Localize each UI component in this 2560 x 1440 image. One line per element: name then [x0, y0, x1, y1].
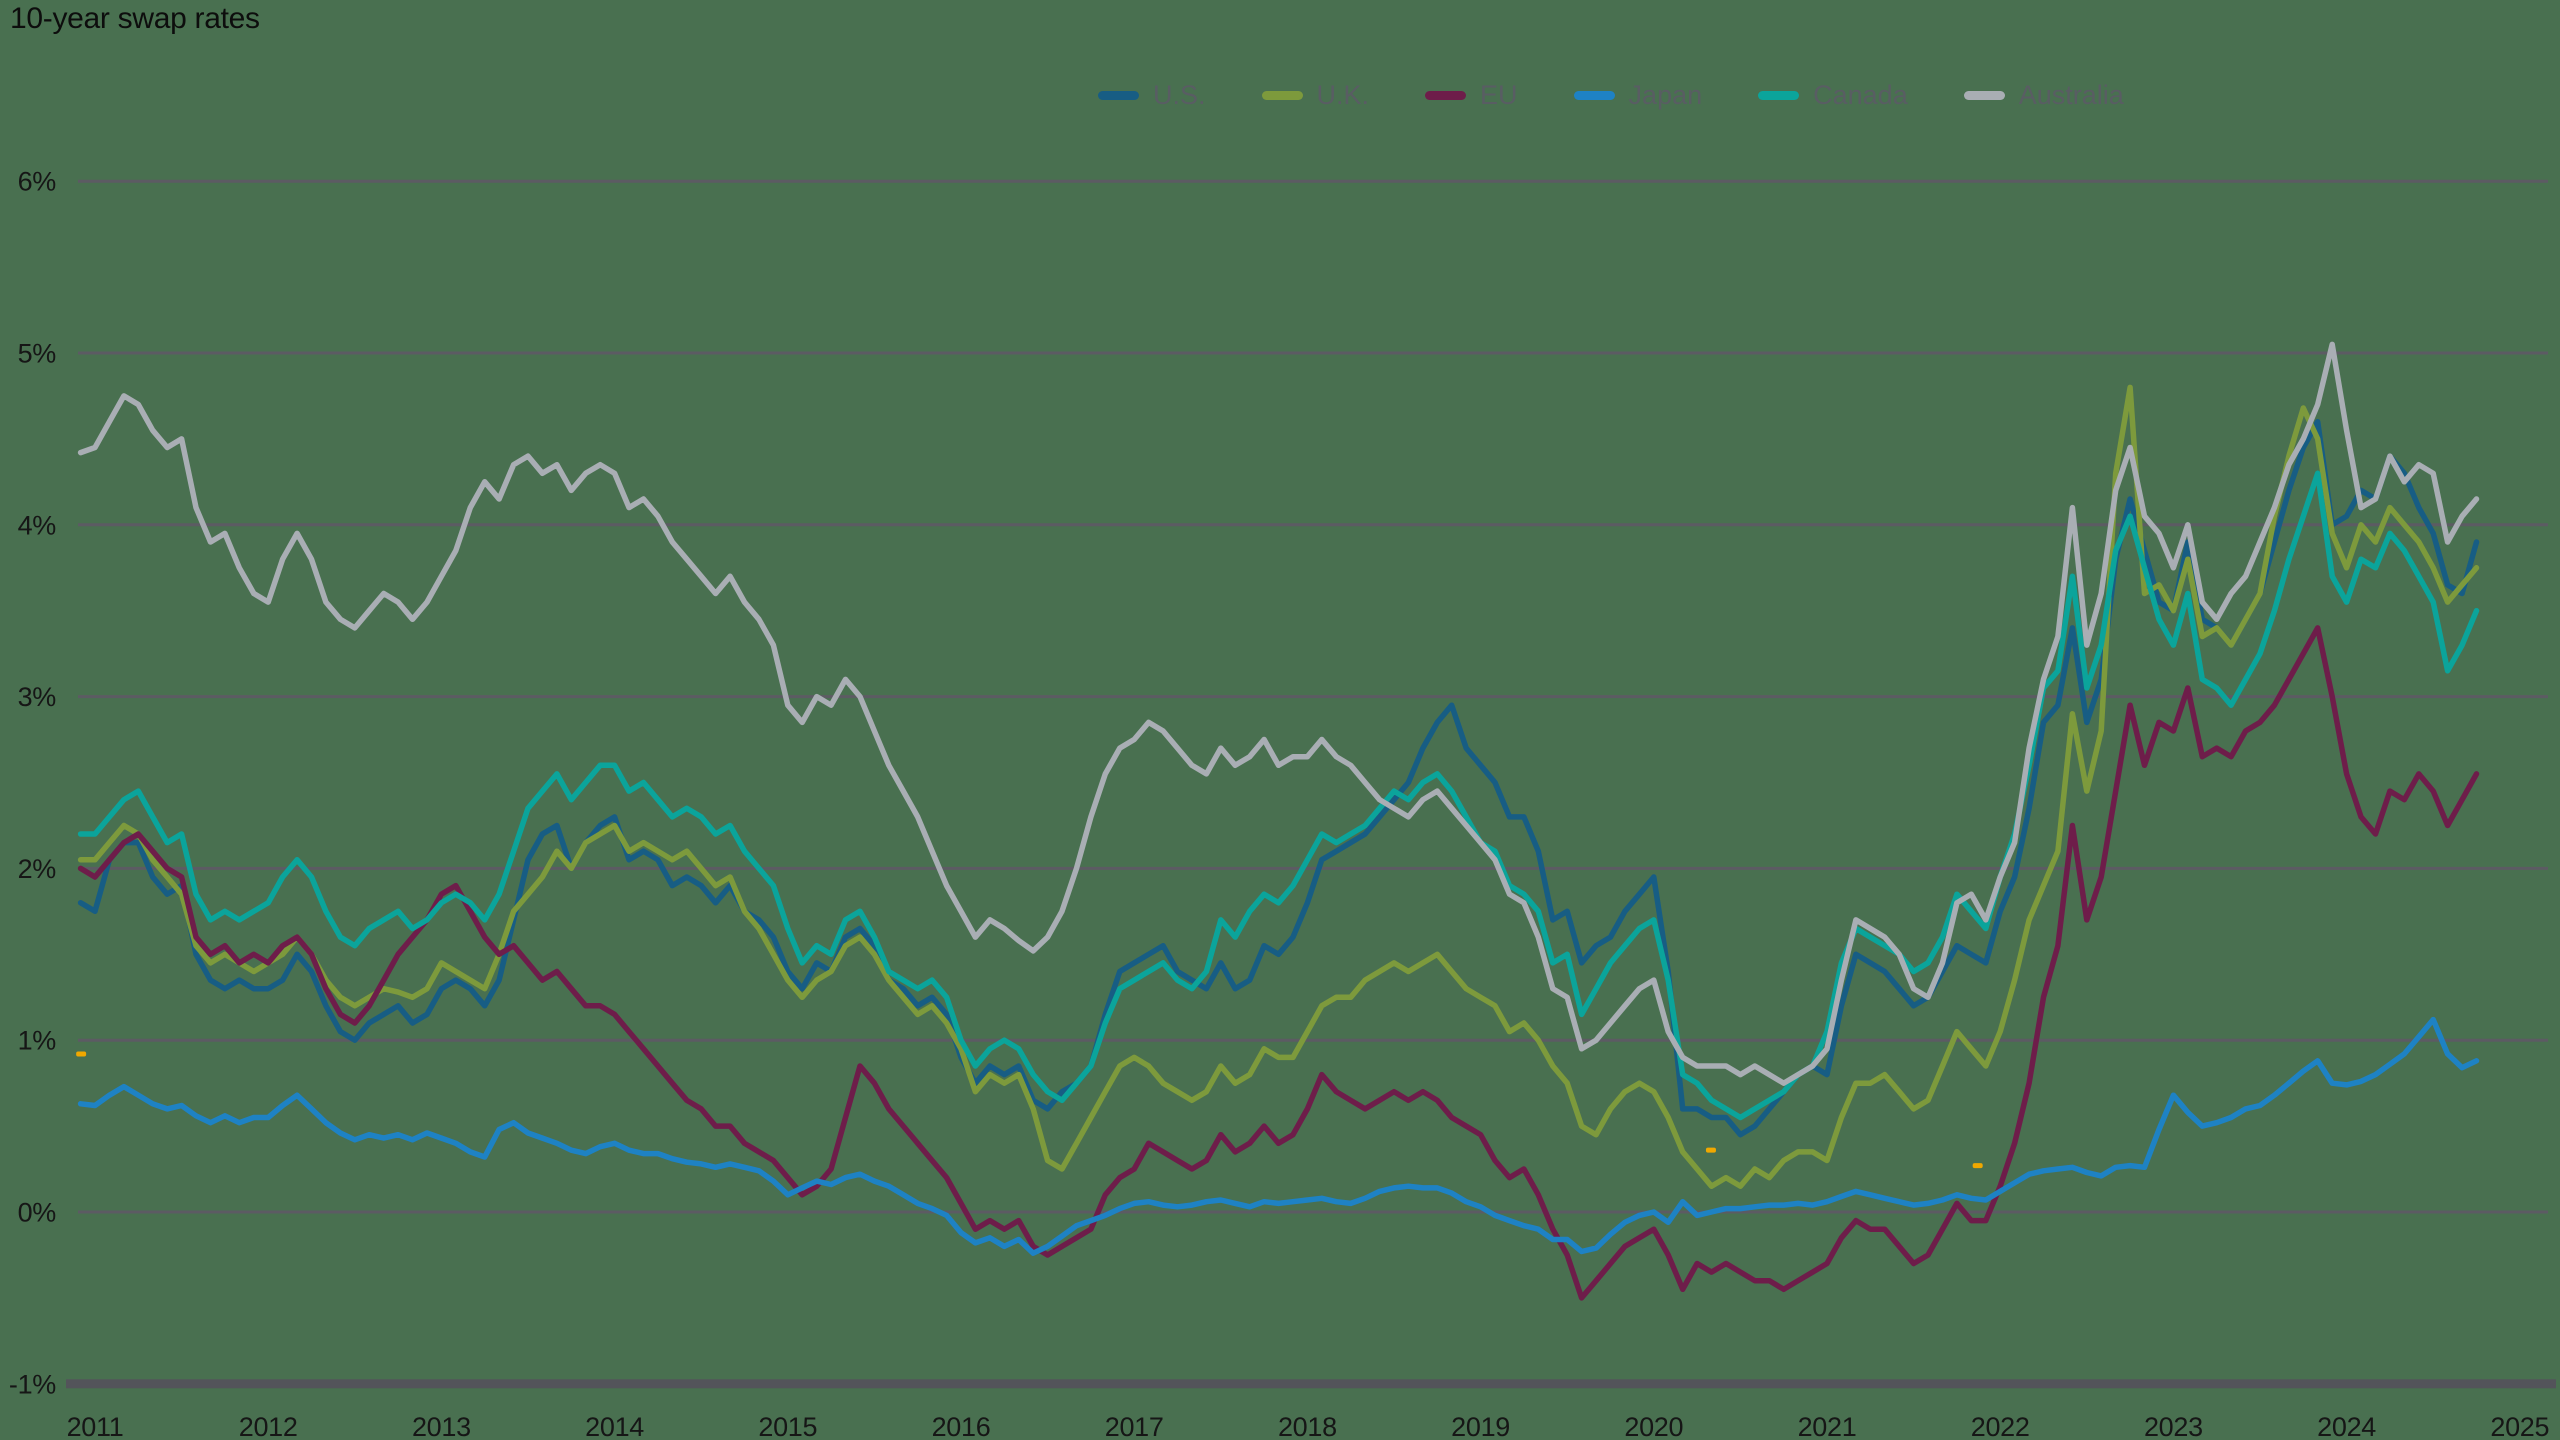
legend-item-eu: EU — [1425, 80, 1518, 111]
y-tick-label: 0% — [18, 1198, 57, 1228]
x-tick-label: 2019 — [1451, 1412, 1510, 1440]
legend-swatch-icon — [1425, 91, 1467, 100]
chart-legend: U.S. U.K. EU Japan Canada Australia — [1098, 80, 2124, 111]
x-axis-line — [66, 1379, 2556, 1389]
series-line-uk — [77, 384, 2480, 1189]
x-tick-label: 2014 — [585, 1412, 644, 1440]
x-tick-label: 2025 — [2490, 1412, 2549, 1440]
x-tick-label: 2013 — [412, 1412, 471, 1440]
series-line-japan — [77, 1016, 2480, 1256]
y-tick-label: 5% — [18, 339, 57, 369]
legend-item-canada: Canada — [1758, 80, 1908, 111]
x-tick-label: 2018 — [1278, 1412, 1337, 1440]
legend-swatch-icon — [1098, 91, 1139, 100]
x-tick-label: 2021 — [1798, 1412, 1857, 1440]
legend-item-uk: U.K. — [1261, 80, 1370, 111]
x-tick-label: 2017 — [1105, 1412, 1164, 1440]
series-line-us — [77, 418, 2480, 1138]
y-tick-label: 2% — [18, 854, 57, 884]
y-tick-label: 3% — [18, 682, 57, 712]
legend-swatch-icon — [1758, 91, 1800, 100]
stray-orange-mark — [1705, 1147, 1716, 1153]
legend-item-japan: Japan — [1573, 80, 1703, 111]
legend-swatch-icon — [1261, 91, 1303, 100]
x-tick-label: 2016 — [932, 1412, 991, 1440]
chart-title: 10-year swap rates — [10, 2, 260, 35]
x-tick-label: 2011 — [67, 1412, 124, 1440]
y-tick-label: -1% — [9, 1369, 56, 1399]
stray-orange-mark — [76, 1051, 87, 1057]
x-tick-label: 2020 — [1624, 1412, 1683, 1440]
y-tick-label: 4% — [18, 510, 57, 540]
legend-label: Australia — [2018, 80, 2124, 110]
x-tick-label: 2015 — [758, 1412, 817, 1440]
legend-swatch-icon — [1963, 91, 2005, 100]
legend-label: U.K. — [1316, 80, 1370, 110]
legend-label: EU — [1480, 80, 1518, 110]
series-line-eu — [77, 625, 2480, 1301]
y-tick-label: 6% — [18, 167, 57, 197]
legend-label: Canada — [1813, 80, 1908, 110]
legend-label: Japan — [1628, 80, 1703, 110]
legend-item-australia: Australia — [1963, 80, 2124, 111]
series-line-australia — [77, 341, 2480, 1086]
legend-swatch-icon — [1573, 91, 1615, 100]
x-tick-label: 2022 — [1971, 1412, 2030, 1440]
x-tick-label: 2023 — [2144, 1412, 2203, 1440]
stray-orange-mark — [1972, 1163, 1983, 1169]
legend-item-us: U.S. — [1098, 80, 1206, 111]
series-line-canada — [77, 470, 2480, 1121]
x-tick-label: 2012 — [239, 1412, 298, 1440]
y-tick-label: 1% — [18, 1026, 57, 1056]
legend-label: U.S. — [1153, 80, 1206, 110]
x-tick-label: 2024 — [2317, 1412, 2376, 1440]
